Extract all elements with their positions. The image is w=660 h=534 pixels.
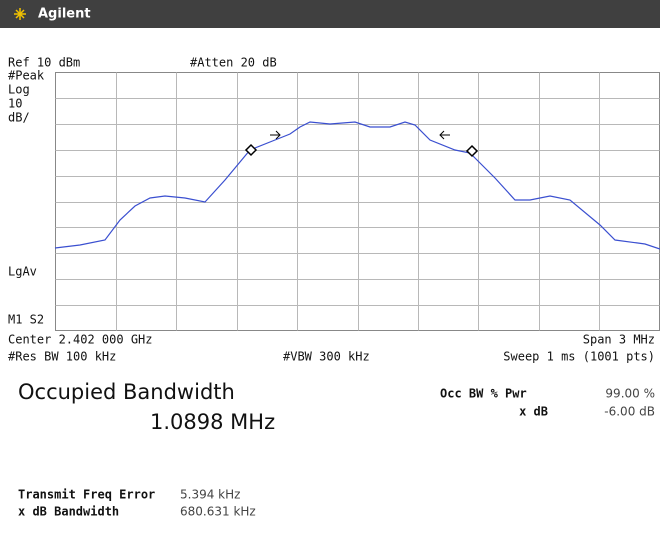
scale-value: 10 — [8, 97, 22, 111]
brand: Agilent — [38, 7, 91, 22]
measurement-value: 1.0898 MHz — [150, 410, 275, 434]
ref-level: Ref 10 dBm — [8, 56, 80, 70]
param-label: x dB — [519, 405, 548, 419]
markers: M1 S2 — [8, 313, 44, 327]
attenuation: #Atten 20 dB — [190, 56, 277, 70]
arrow-right — [270, 130, 281, 140]
sweep: Sweep 1 ms (1001 pts) — [503, 350, 655, 364]
averaging: LgAv — [8, 265, 37, 279]
trace — [54, 121, 660, 250]
measurement-title: Occupied Bandwidth — [18, 380, 235, 404]
logo-icon — [14, 8, 26, 20]
title-bar — [0, 0, 660, 28]
scale-type: Log — [8, 83, 30, 97]
marker-right — [465, 144, 479, 158]
detector: #Peak — [8, 69, 45, 83]
arrow-left — [439, 130, 450, 140]
param-value: -6.00 dB — [604, 405, 655, 419]
span: Span 3 MHz — [583, 333, 655, 347]
marker-left — [244, 143, 258, 157]
param-label: Occ BW % Pwr — [440, 387, 527, 401]
result-label: x dB Bandwidth — [18, 505, 119, 519]
param-value: 99.00 % — [605, 387, 655, 401]
res-bw: #Res BW 100 kHz — [8, 350, 116, 364]
result-label: Transmit Freq Error — [18, 488, 155, 502]
vbw: #VBW 300 kHz — [283, 350, 370, 364]
result-value: 680.631 kHz — [180, 505, 256, 519]
scale-unit: dB/ — [8, 111, 30, 125]
result-value: 5.394 kHz — [180, 488, 240, 502]
graticule — [55, 72, 660, 331]
center-freq: Center 2.402 000 GHz — [8, 333, 153, 347]
